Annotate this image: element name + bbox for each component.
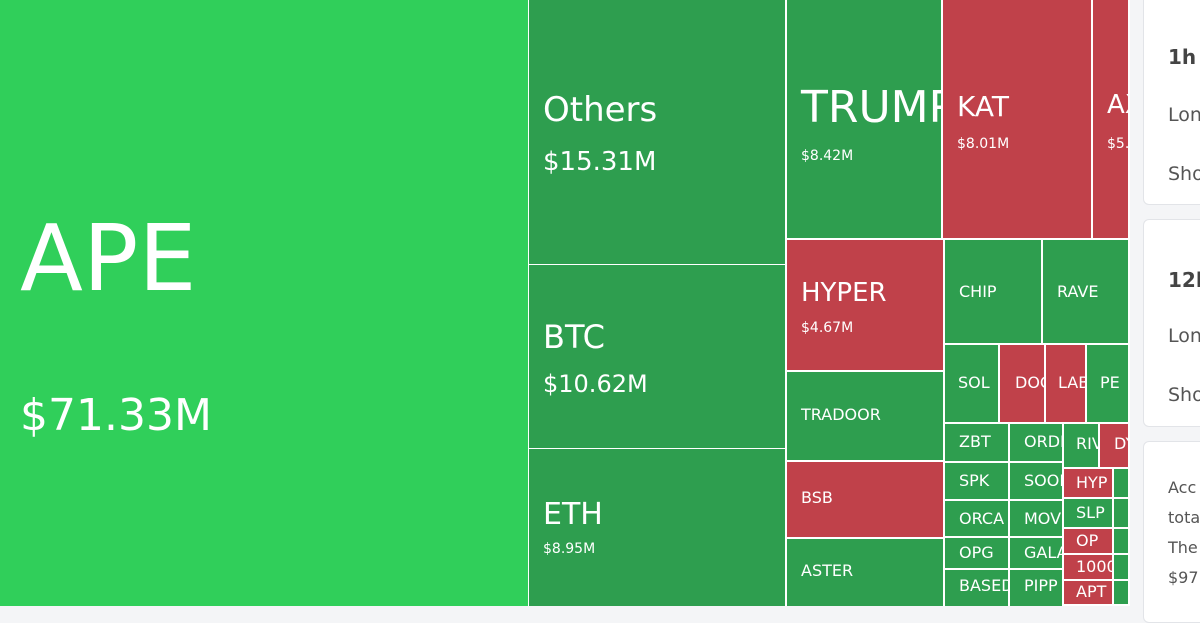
- tile-label: DY: [1114, 434, 1128, 453]
- card-text: Acc: [1168, 478, 1197, 497]
- card-text: Sho: [1168, 163, 1200, 185]
- tile-label: SPK: [959, 471, 990, 490]
- tile-label: RIV: [1076, 434, 1098, 453]
- tile: RAVE: [1043, 240, 1128, 343]
- treemap: APE $71.33M Others $15.31M BTC $10.62M ETH $8.9…: [0, 0, 1130, 606]
- tile: SOON: [1010, 463, 1062, 499]
- card-text: The: [1168, 538, 1198, 557]
- tile: TRUMP $8.42M: [787, 0, 941, 238]
- tile-value: $5.: [1107, 136, 1128, 152]
- tile-label: OP: [1076, 531, 1099, 550]
- tile: APE $71.33M: [0, 0, 528, 606]
- tile: SLP: [1064, 499, 1112, 527]
- tile-label: BTC: [543, 318, 605, 356]
- tile: PIPP: [1010, 570, 1062, 606]
- tile: LAB: [1046, 345, 1085, 422]
- sliver: [1114, 529, 1128, 553]
- tile: CHIP: [945, 240, 1041, 343]
- tile-label: SOON: [1024, 471, 1062, 490]
- tile-label: ORCA: [959, 509, 1005, 528]
- tile-label: APT: [1076, 582, 1107, 601]
- card-text: Lon: [1168, 325, 1200, 347]
- tile: SOL: [945, 345, 998, 422]
- tile-label: PIPP: [1024, 576, 1058, 595]
- tile: APT: [1064, 581, 1112, 604]
- sliver: [1114, 555, 1128, 579]
- tile-value: $8.42M: [801, 148, 854, 164]
- tile-label: RAVE: [1057, 282, 1099, 301]
- tile-value: $10.62M: [543, 370, 648, 398]
- sliver: [1114, 469, 1128, 497]
- card-text: tota: [1168, 508, 1200, 527]
- tile: ORDI: [1010, 424, 1062, 461]
- tile: MOVE: [1010, 501, 1062, 536]
- tile-value: $8.95M: [543, 541, 596, 557]
- tile-label: ETH: [543, 497, 603, 532]
- tile-label: SOL: [958, 373, 990, 392]
- tile-label: CHIP: [959, 282, 997, 301]
- card-text: $97: [1168, 568, 1199, 587]
- tile: 1000: [1064, 555, 1112, 579]
- tile: DOG: [1000, 345, 1044, 422]
- tile-label: SLP: [1076, 503, 1105, 522]
- tile-label: OPG: [959, 543, 994, 562]
- tile: HYP: [1064, 469, 1112, 497]
- tile-label: Others: [543, 90, 658, 130]
- tile-label: BSB: [801, 488, 833, 507]
- card: Acc tota The $97: [1143, 441, 1200, 623]
- tile-label: TRADOOR: [801, 405, 881, 424]
- tile-value: $71.33M: [20, 390, 212, 441]
- tile-label: BASED: [959, 576, 1008, 595]
- tile: ETH $8.95M: [529, 449, 785, 606]
- tile-value: $15.31M: [543, 147, 657, 177]
- tile-label: ASTER: [801, 561, 854, 580]
- tile-label: LAB: [1058, 373, 1085, 392]
- tile-label: TRUMP: [801, 82, 941, 133]
- tile: ZBT: [945, 424, 1008, 461]
- card: 12h Lon Sho: [1143, 219, 1200, 427]
- tile-label: PE: [1100, 373, 1120, 392]
- tile-label: ORDI: [1024, 432, 1062, 451]
- tile: BTC $10.62M: [529, 265, 785, 448]
- tile-label: HYP: [1076, 473, 1108, 492]
- tile: RIV: [1064, 424, 1098, 467]
- tile: ORCA: [945, 501, 1008, 536]
- tile: OPG: [945, 538, 1008, 568]
- tile-value: $8.01M: [957, 136, 1010, 152]
- card-title: 12h: [1168, 268, 1200, 292]
- tile-label: APE: [20, 205, 197, 312]
- tile-label: MOVE: [1024, 509, 1062, 528]
- tile-label: KAT: [957, 90, 1009, 123]
- sliver: [1114, 581, 1128, 604]
- tile-label: 1000: [1076, 557, 1112, 576]
- tile: SPK: [945, 463, 1008, 499]
- tile-label: GALA: [1024, 543, 1062, 562]
- tile: PE: [1087, 345, 1128, 422]
- tile: OP: [1064, 529, 1112, 553]
- tile: KAT $8.01M: [943, 0, 1091, 238]
- tile: AX $5.: [1093, 0, 1128, 238]
- card: 1h Lon Sho: [1143, 0, 1200, 205]
- tile: GALA: [1010, 538, 1062, 568]
- tile: BSB: [787, 462, 943, 537]
- sliver: [1114, 499, 1128, 527]
- tile-value: $4.67M: [801, 320, 854, 336]
- tile: HYPER $4.67M: [787, 240, 943, 370]
- card-text: Lon: [1168, 104, 1200, 126]
- tile: TRADOOR: [787, 372, 943, 460]
- tile: DY: [1100, 424, 1128, 467]
- tile-label: HYPER: [801, 278, 887, 308]
- tile-label: DOG: [1015, 373, 1044, 392]
- tile-label: ZBT: [959, 432, 991, 451]
- card-text: Sho: [1168, 384, 1200, 406]
- tile-label: AX: [1107, 90, 1128, 120]
- card-title: 1h: [1168, 45, 1197, 69]
- tile: Others $15.31M: [529, 0, 785, 264]
- tile: BASED: [945, 570, 1008, 606]
- tile: ASTER: [787, 539, 943, 606]
